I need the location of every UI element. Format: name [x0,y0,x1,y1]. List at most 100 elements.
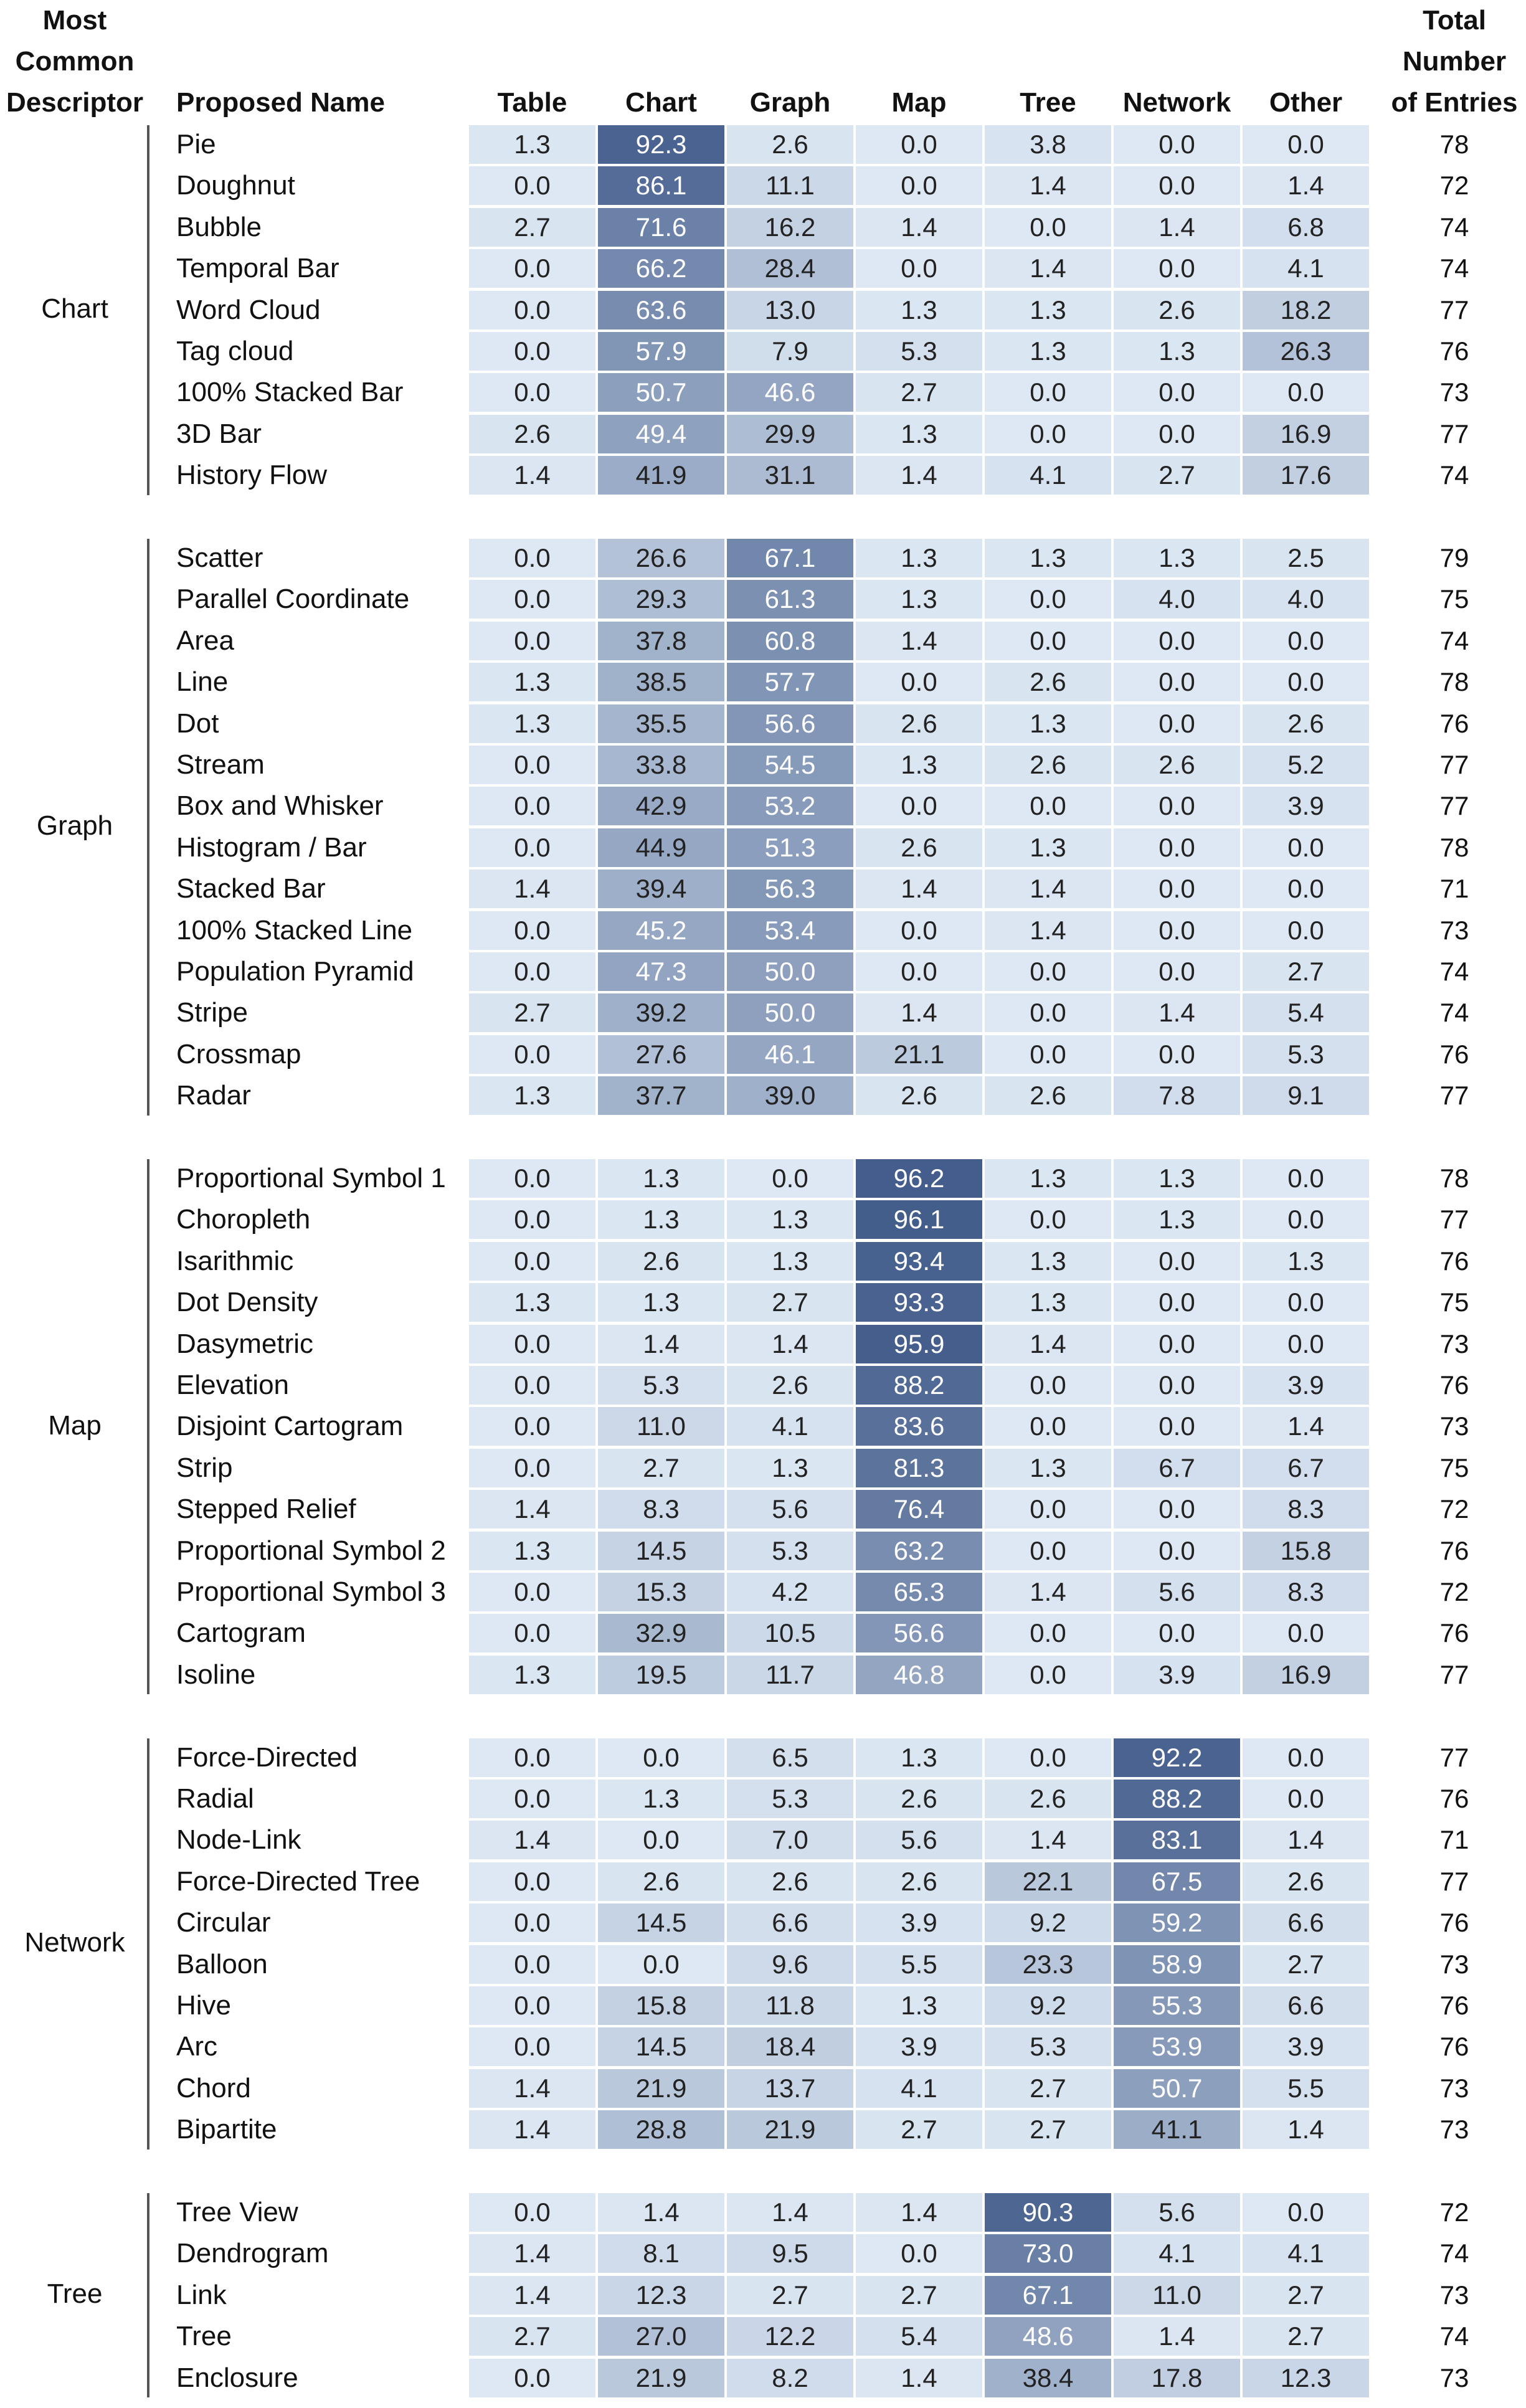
row-label: Area [176,625,234,656]
heatmap-cell: 53.2 [727,787,853,826]
heatmap-cell: 1.4 [856,207,982,247]
heatmap-cell: 0.0 [985,1614,1111,1653]
heatmap-cell: 1.4 [1114,2317,1240,2356]
heatmap-cell: 1.4 [985,870,1111,909]
row-label: Dot [176,708,219,739]
row-total: 76 [1439,2032,1469,2062]
heatmap-cell: 81.3 [856,1448,982,1487]
heatmap-cell: 0.0 [469,1780,595,1818]
heatmap-cell: 45.2 [598,911,724,950]
row-label: Node-Link [176,1824,301,1856]
heatmap-cell: 0.0 [598,1945,724,1984]
row-label: Doughnut [176,170,295,201]
heatmap-cell: 0.0 [1114,704,1240,743]
heatmap-cell: 17.6 [1243,456,1369,495]
heatmap-cell: 1.3 [469,1076,595,1116]
heatmap-cell: 1.4 [469,1821,595,1860]
heatmap-cell: 4.2 [727,1573,853,1611]
heatmap-cell: 0.0 [1243,1200,1369,1240]
heatmap-cell: 1.4 [1243,166,1369,206]
heatmap-cell: 1.4 [856,621,982,660]
row-total: 77 [1439,1659,1469,1689]
heatmap-cell: 8.1 [598,2234,724,2273]
heatmap-cell: 0.0 [1114,1490,1240,1529]
column-header-table: Table [497,87,567,118]
heatmap-cell: 11.8 [727,1986,853,2025]
heatmap-cell: 56.6 [856,1614,982,1653]
heatmap-cell: 0.0 [1243,1324,1369,1363]
heatmap-cell: 0.0 [1114,1324,1240,1363]
row-label: Force-Directed Tree [176,1865,420,1897]
heatmap-cell: 0.0 [1114,787,1240,826]
heatmap-cell: 4.1 [1243,2234,1369,2273]
heatmap-cell: 96.1 [856,1200,982,1240]
row-label: Circular [176,1907,271,1938]
row-label: Hive [176,1990,232,2021]
heatmap-cell: 26.3 [1243,332,1369,371]
row-total: 76 [1439,1039,1469,1069]
heatmap-cell: 1.4 [469,870,595,909]
heatmap-cell: 2.7 [1243,2275,1369,2315]
row-label: Crossmap [176,1038,301,1069]
heatmap-cell: 5.6 [1114,2193,1240,2232]
heatmap-cell: 1.3 [985,1448,1111,1487]
heatmap-cell: 5.3 [598,1366,724,1405]
row-total: 77 [1439,1081,1469,1111]
heatmap-cell: 1.4 [856,993,982,1033]
heatmap-cell: 22.1 [985,1862,1111,1901]
group-label-map: Map [48,1410,102,1441]
heatmap-cell: 0.0 [1243,373,1369,412]
heatmap-cell: 9.2 [985,1986,1111,2025]
row-label: Enclosure [176,2362,298,2393]
heatmap-cell: 0.0 [469,1407,595,1446]
heatmap-cell: 67.1 [727,539,853,577]
heatmap-cell: 63.2 [856,1531,982,1570]
row-total: 77 [1439,1866,1469,1896]
heatmap-cell: 1.4 [598,2193,724,2232]
row-total: 73 [1439,2073,1469,2103]
heatmap-cell: 0.0 [469,290,595,329]
heatmap-cell: 92.2 [1114,1738,1240,1777]
header-descriptor-line3: Descriptor [6,87,144,118]
column-header-map: Map [891,87,947,118]
row-label: Bipartite [176,2114,277,2145]
heatmap-cell: 12.3 [598,2275,724,2315]
heatmap-cell: 2.7 [1243,952,1369,991]
heatmap-cell: 51.3 [727,828,853,867]
row-total: 74 [1439,2321,1469,2351]
heatmap-cell: 2.6 [856,828,982,867]
heatmap-cell: 1.4 [598,1324,724,1363]
row-total: 76 [1439,1246,1469,1276]
column-header-tree: Tree [1020,87,1076,118]
heatmap-cell: 1.4 [856,2193,982,2232]
heatmap-cell: 9.6 [727,1945,853,1984]
heatmap-cell: 1.3 [469,1655,595,1694]
heatmap-cell: 0.0 [469,1324,595,1363]
heatmap-cell: 28.8 [598,2110,724,2150]
row-total: 76 [1439,708,1469,738]
row-total: 74 [1439,460,1469,490]
heatmap-cell: 0.0 [1114,249,1240,288]
heatmap-cell: 7.9 [727,332,853,371]
heatmap-cell: 1.4 [985,1821,1111,1860]
row-label: 100% Stacked Bar [176,377,404,408]
heatmap-cell: 0.0 [1114,1407,1240,1446]
heatmap-cell: 13.0 [727,290,853,329]
heatmap-cell: 0.0 [469,539,595,577]
heatmap-cell: 2.7 [856,373,982,412]
row-label: Radial [176,1783,254,1814]
heatmap-cell: 4.0 [1114,580,1240,619]
heatmap-cell: 50.7 [598,373,724,412]
heatmap-cell: 2.6 [856,704,982,743]
heatmap-cell: 0.0 [985,1738,1111,1777]
heatmap-cell: 0.0 [598,1821,724,1860]
heatmap-cell: 0.0 [727,1159,853,1198]
row-label: Stripe [176,997,248,1028]
row-label: Link [176,2279,227,2310]
row-label: Cartogram [176,1618,306,1649]
heatmap-cell: 5.6 [727,1490,853,1529]
heatmap-cell: 0.0 [469,1159,595,1198]
heatmap-cell: 50.7 [1114,2069,1240,2108]
heatmap-cell: 1.4 [856,2358,982,2397]
